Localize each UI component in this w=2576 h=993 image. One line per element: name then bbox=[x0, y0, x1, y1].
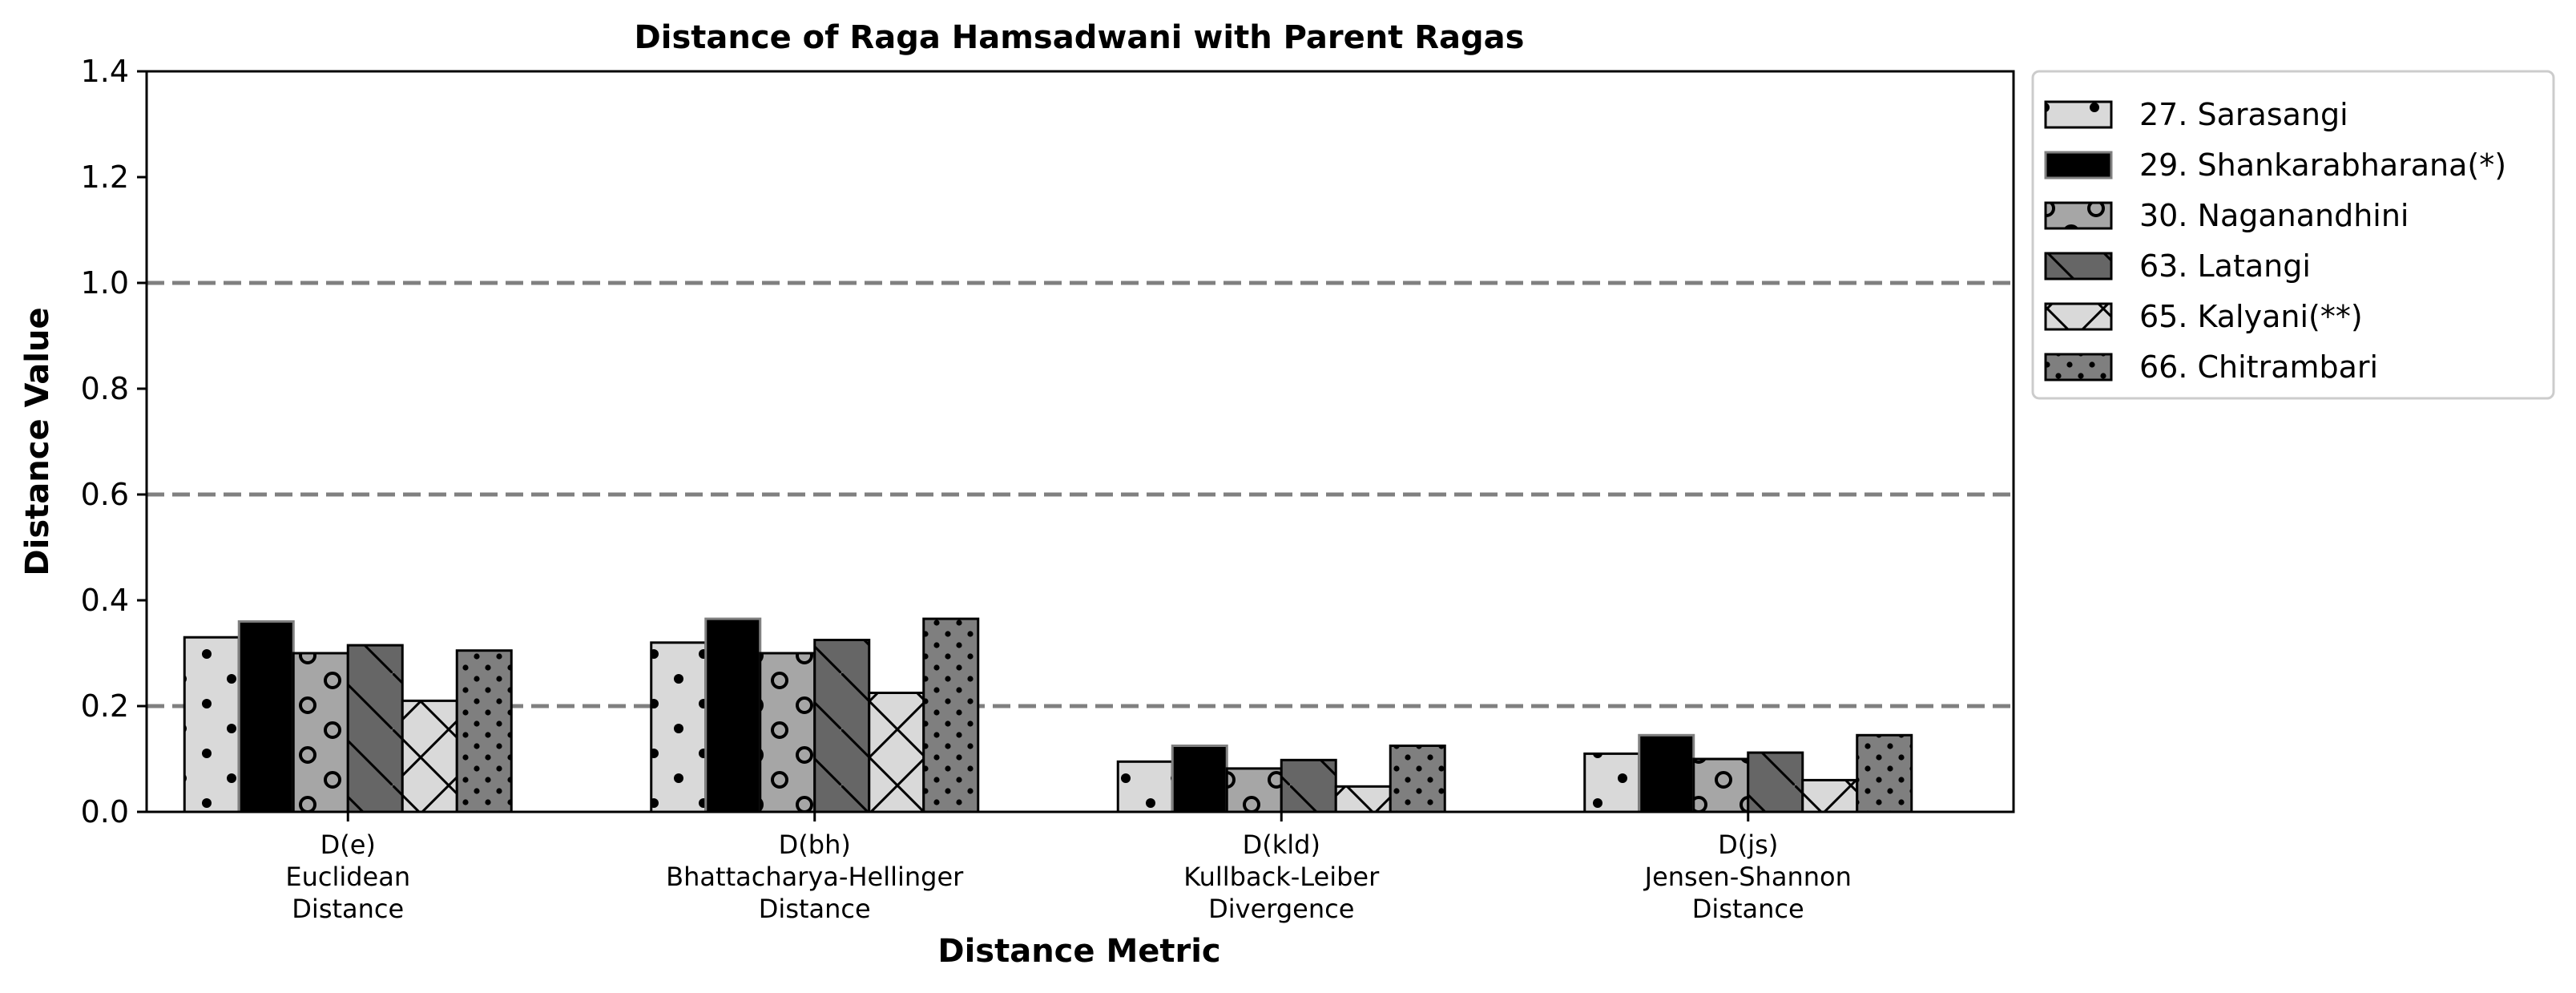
legend-label: 30. Naganandhini bbox=[2139, 198, 2409, 233]
plot-frame bbox=[145, 70, 2015, 813]
legend-swatch-hatch bbox=[2046, 354, 2111, 380]
bar-hatch bbox=[869, 692, 924, 812]
y-axis-label: Distance Value bbox=[19, 307, 56, 575]
x-tick-label: Bhattacharya-Hellinger bbox=[666, 862, 964, 892]
y-tick-label: 1.0 bbox=[81, 265, 129, 301]
bar-hatch bbox=[1281, 760, 1336, 812]
bars bbox=[183, 617, 1913, 813]
legend-label: 27. Sarasangi bbox=[2139, 97, 2348, 132]
y-tick-label: 0.2 bbox=[81, 688, 129, 724]
legend-swatch bbox=[2044, 151, 2113, 180]
bar bbox=[1638, 733, 1695, 813]
bar-hatch bbox=[1336, 786, 1391, 812]
x-axis-label: Distance Metric bbox=[937, 933, 1220, 970]
x-axis-ticks: D(e)EuclideanDistanceD(bh)Bhattacharya-H… bbox=[285, 812, 1852, 924]
x-tick-label: D(e) bbox=[320, 830, 376, 860]
bar-hatch bbox=[814, 640, 869, 812]
bar-hatch bbox=[651, 642, 706, 812]
bar-hatch bbox=[1802, 780, 1857, 812]
legend-frame bbox=[2031, 70, 2555, 400]
y-axis-ticks: 0.0 0.2 0.4 0.6 0.8 1.0 1.2 1.4 bbox=[81, 54, 147, 830]
x-tick-label: Divergence bbox=[1208, 894, 1354, 924]
y-tick-label: 0.8 bbox=[81, 371, 129, 406]
bar-hatch bbox=[760, 653, 815, 812]
x-tick-label: Distance bbox=[759, 894, 871, 924]
x-tick-label: Jensen-Shannon bbox=[1643, 862, 1852, 892]
bar-hatch bbox=[402, 700, 458, 812]
bar-hatch bbox=[457, 650, 512, 812]
x-tick-label: D(bh) bbox=[779, 830, 851, 860]
bar-hatch bbox=[1693, 759, 1748, 812]
bar-hatch bbox=[348, 645, 403, 812]
y-tick-label: 1.4 bbox=[81, 54, 129, 89]
reference-lines bbox=[147, 281, 2014, 708]
legend: 27. Sarasangi 29. Shankarabharana(*) 30. N… bbox=[2031, 70, 2555, 400]
bar-hatch bbox=[923, 619, 978, 812]
legend-label: 66. Chitrambari bbox=[2139, 349, 2378, 385]
bar bbox=[704, 617, 762, 813]
y-tick-label: 0.4 bbox=[81, 583, 129, 618]
y-tick-label: 0.6 bbox=[81, 477, 129, 512]
y-tick-label: 0.0 bbox=[81, 794, 129, 830]
bar-hatch bbox=[1118, 761, 1173, 812]
bar bbox=[237, 620, 295, 813]
x-tick-label: Distance bbox=[292, 894, 404, 924]
legend-label: 63. Latangi bbox=[2139, 248, 2311, 284]
bar bbox=[1171, 745, 1228, 813]
legend-swatch-hatch bbox=[2046, 102, 2111, 127]
bar-hatch bbox=[1856, 735, 1912, 812]
bar-hatch bbox=[293, 653, 349, 812]
legend-label: 65. Kalyani(**) bbox=[2139, 299, 2363, 334]
bar-hatch bbox=[1390, 745, 1445, 812]
x-tick-label: D(kld) bbox=[1243, 830, 1320, 860]
legend-label: 29. Shankarabharana(*) bbox=[2139, 147, 2506, 183]
bar-hatch bbox=[1748, 753, 1803, 812]
bar-hatch bbox=[184, 637, 240, 812]
legend-swatch-hatch bbox=[2046, 253, 2111, 279]
legend-swatch-hatch bbox=[2046, 203, 2111, 228]
x-tick-label: Kullback-Leiber bbox=[1183, 862, 1380, 892]
bar-hatch bbox=[1227, 768, 1282, 812]
y-tick-label: 1.2 bbox=[81, 159, 129, 195]
chart-title: Distance of Raga Hamsadwani with Parent … bbox=[635, 19, 1525, 56]
x-tick-label: Distance bbox=[1692, 894, 1804, 924]
legend-swatch-hatch bbox=[2046, 304, 2111, 329]
x-tick-label: Euclidean bbox=[285, 862, 410, 892]
bar-hatch bbox=[1584, 753, 1639, 812]
x-tick-label: D(js) bbox=[1718, 830, 1778, 860]
